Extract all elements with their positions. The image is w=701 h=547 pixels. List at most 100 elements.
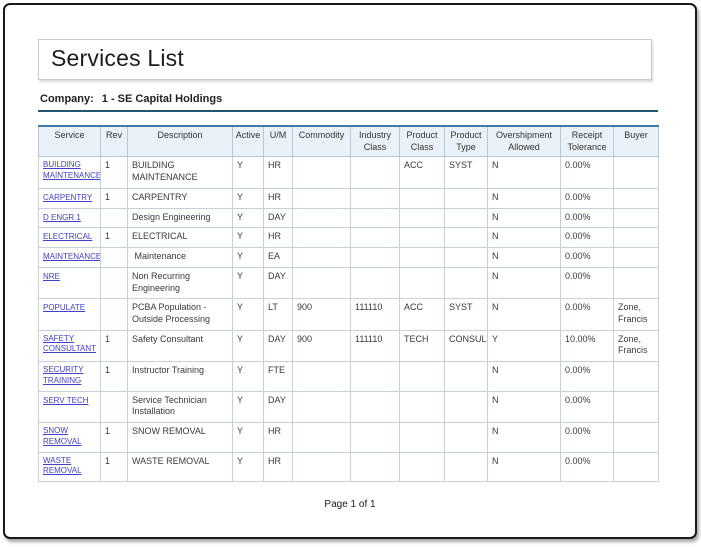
um-cell: DAY [263,266,293,300]
product-type-cell [444,266,488,300]
service-link[interactable]: WASTE REMOVAL [43,455,82,476]
report-title-box: Services List [38,39,652,80]
table-row: SERV TECH Service Technician Installatio… [38,390,659,424]
buyer-cell [613,451,659,483]
description-cell: Instructor Training [127,361,233,392]
industry-class-cell [350,156,400,189]
receipt-tolerance-cell: 0.00% [560,422,614,453]
service-link[interactable]: MAINTENANCE [43,252,101,262]
product-class-cell [399,266,445,300]
table-row: WASTE REMOVAL 1 WASTE REMOVAL Y HR N 0.0… [38,451,659,483]
active-cell: Y [232,361,264,392]
overshipment-allowed-cell: N [487,361,561,392]
active-cell: Y [232,207,264,229]
table-row: ELECTRICAL 1 ELECTRICAL Y HR N 0.00% [38,227,659,249]
product-class-cell [399,451,445,483]
service-link[interactable]: SECURITY TRAINING [43,365,84,385]
overshipment-allowed-cell: N [487,247,561,268]
description-cell: PCBA Population - Outside Processing [127,298,233,331]
receipt-tolerance-cell: 0.00% [560,451,614,483]
service-link[interactable]: SERV TECH [43,395,89,405]
product-type-cell [444,451,488,483]
rev-cell [100,390,128,424]
service-link[interactable]: POPULATE [43,303,86,313]
commodity-cell: 900 [292,329,351,363]
column-header: Industry Class [350,125,400,158]
buyer-cell [613,422,659,453]
commodity-cell [292,247,351,268]
page-title: Services List [51,45,184,71]
active-cell: Y [232,227,264,249]
active-cell: Y [232,247,264,268]
overshipment-allowed-cell: Y [487,329,561,363]
service-cell: SNOW REMOVAL [38,422,101,453]
commodity-cell: 900 [292,298,351,331]
active-cell: Y [232,298,264,331]
service-link[interactable]: D ENGR 1 [43,212,81,222]
rev-cell: 1 [100,361,128,392]
um-cell: EA [263,247,293,268]
report-content: Services List Company: 1 - SE Capital Hol… [5,5,660,483]
rev-cell [100,247,128,268]
receipt-tolerance-cell: 0.00% [560,207,614,229]
industry-class-cell [350,247,400,268]
product-type-cell [444,390,488,424]
table-body: BUILDING MAINTENANCE 1 BUILDING MAINTENA… [38,156,659,483]
receipt-tolerance-cell: 0.00% [560,227,614,249]
service-cell: NRE [38,266,101,300]
receipt-tolerance-cell: 0.00% [560,390,614,424]
receipt-tolerance-cell: 10.00% [560,329,614,363]
page-footer: Page 1 of 1 [324,499,376,510]
rev-cell [100,266,128,300]
service-link[interactable]: SNOW REMOVAL [43,426,82,446]
commodity-cell [292,227,351,249]
table-row: D ENGR 1 Design Engineering Y DAY N 0.00… [38,207,659,229]
um-cell: HR [263,227,293,249]
rev-cell: 1 [100,329,128,363]
column-header: Buyer [613,125,659,158]
um-cell: HR [263,422,293,453]
table-header-row: Service Rev Description Active U/M Commodity I… [38,125,659,158]
service-link[interactable]: NRE [43,271,60,281]
overshipment-allowed-cell: N [487,227,561,249]
service-cell: SAFETY CONSULTANT [38,329,101,363]
description-cell: BUILDING MAINTENANCE [127,156,233,189]
commodity-cell [292,156,351,189]
overshipment-allowed-cell: N [487,266,561,300]
service-cell: ELECTRICAL [38,227,101,249]
product-type-cell [444,187,488,209]
product-class-cell: TECH [399,329,445,363]
receipt-tolerance-cell: 0.00% [560,266,614,300]
table-row: CARPENTRY 1 CARPENTRY Y HR N 0.00% [38,187,659,209]
industry-class-cell [350,390,400,424]
column-header: Commodity [292,125,351,158]
overshipment-allowed-cell: N [487,207,561,229]
overshipment-allowed-cell: N [487,298,561,331]
commodity-cell [292,451,351,483]
overshipment-allowed-cell: N [487,156,561,189]
product-type-cell [444,207,488,229]
overshipment-allowed-cell: N [487,390,561,424]
um-cell: HR [263,156,293,189]
buyer-cell: Zone, Francis [613,298,659,331]
active-cell: Y [232,266,264,300]
rev-cell: 1 [100,422,128,453]
industry-class-cell [350,266,400,300]
column-header: Service [38,125,101,158]
receipt-tolerance-cell: 0.00% [560,247,614,268]
product-class-cell [399,207,445,229]
buyer-cell [613,390,659,424]
company-line: Company: 1 - SE Capital Holdings [38,93,658,112]
service-link[interactable]: SAFETY CONSULTANT [43,333,97,354]
service-link[interactable]: BUILDING MAINTENANCE [43,160,101,181]
service-link[interactable]: ELECTRICAL [43,232,93,242]
buyer-cell [613,361,659,392]
active-cell: Y [232,422,264,453]
description-cell: Safety Consultant [127,329,233,363]
description-cell: ELECTRICAL [127,227,233,249]
buyer-cell [613,247,659,268]
service-link[interactable]: CARPENTRY [43,192,93,202]
industry-class-cell [350,227,400,249]
um-cell: HR [263,187,293,209]
receipt-tolerance-cell: 0.00% [560,298,614,331]
